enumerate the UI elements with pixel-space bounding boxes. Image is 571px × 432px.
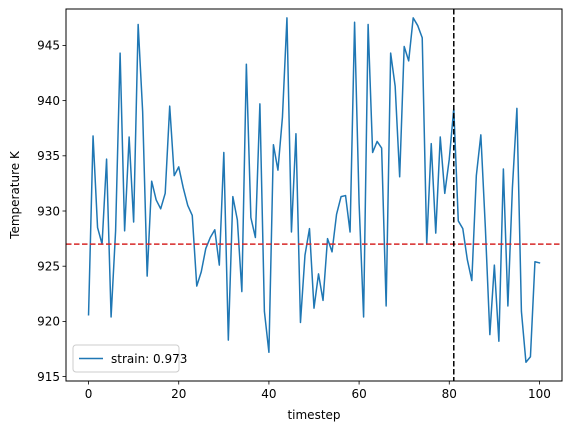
series-line-0 [87, 17, 541, 363]
plot-layer [66, 9, 562, 381]
legend: strain: 0.973 [72, 344, 187, 373]
legend-box [72, 344, 180, 373]
x-tick-label: 60 [351, 387, 366, 401]
y-tick-label: 945 [37, 39, 60, 53]
x-tick-label: 0 [85, 387, 93, 401]
x-tick-label: 20 [171, 387, 186, 401]
plot-frame [65, 8, 563, 382]
y-tick-label: 920 [37, 315, 60, 329]
x-tick-label: 40 [261, 387, 276, 401]
y-tick-label: 940 [37, 94, 60, 108]
y-tick-label: 930 [37, 204, 60, 218]
legend-label: strain: 0.973 [111, 352, 187, 366]
y-tick-label: 915 [37, 370, 60, 384]
x-axis-label: timestep [287, 408, 340, 422]
y-tick-label: 935 [37, 149, 60, 163]
tick-layer: 0 20 40 60 80 100 915 920 925 930 935 940 945 [37, 39, 551, 401]
x-tick-label: 100 [528, 387, 551, 401]
y-axis-label: Temperature K [8, 150, 22, 240]
y-tick-label: 925 [37, 259, 60, 273]
x-tick-label: 80 [442, 387, 457, 401]
